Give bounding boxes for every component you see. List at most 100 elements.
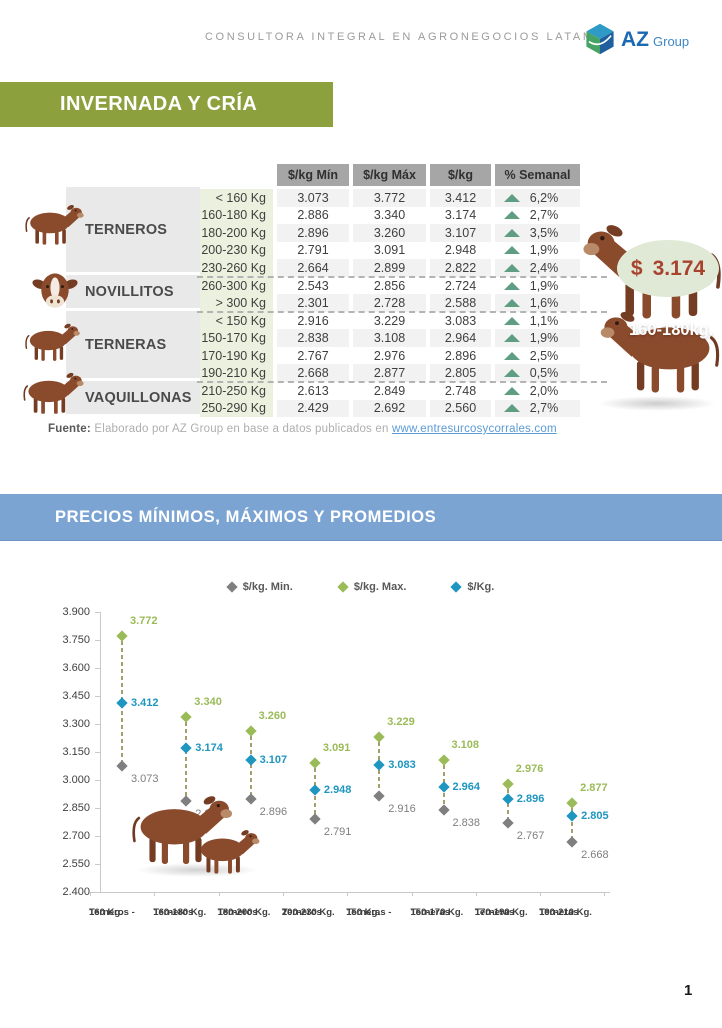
legend-label: $/kg. Max. bbox=[353, 581, 407, 593]
avg-point-marker bbox=[437, 781, 450, 793]
max-value-label: 3.229 bbox=[387, 716, 415, 729]
max-point-marker bbox=[116, 630, 128, 642]
legend-item: $/kg. Min. bbox=[226, 581, 293, 593]
x-axis-tick bbox=[475, 892, 477, 896]
weekly-change-value: 1,9% bbox=[529, 331, 559, 346]
min-price-cell: 2.896 bbox=[277, 224, 349, 242]
trend-up-icon bbox=[504, 246, 520, 255]
weight-range-cell: < 150 Kg bbox=[200, 311, 273, 330]
category-novillitos: NOVILLITOS bbox=[66, 275, 200, 308]
price-table-body: < 160 Kg 3.073 3.772 3.412 6,2% 160-180 Kg 2.8… bbox=[200, 189, 580, 418]
heifer-icon bbox=[23, 371, 85, 415]
chart-calf-image bbox=[195, 828, 261, 875]
category-label: TERNEROS bbox=[85, 221, 168, 238]
weight-range-cell: 190-210 Kg bbox=[200, 364, 273, 383]
min-value-label: 2.916 bbox=[388, 802, 416, 815]
weekly-change-cell: 1,1% bbox=[495, 312, 580, 330]
min-point-marker bbox=[502, 817, 514, 830]
weight-range-cell: 200-230 Kg bbox=[200, 241, 273, 260]
y-axis-tick bbox=[95, 612, 100, 613]
x-axis-tick bbox=[218, 892, 220, 896]
x-axis-tick bbox=[90, 892, 91, 896]
avg-price-cell: 2.822 bbox=[430, 259, 491, 277]
y-axis-tick bbox=[95, 780, 100, 781]
x-axis-tick bbox=[154, 892, 156, 896]
y-axis-tick-label: 3.150 bbox=[62, 746, 90, 758]
avg-price-cell: 2.896 bbox=[444, 348, 477, 363]
min-point-marker bbox=[244, 793, 257, 806]
trend-up-icon bbox=[504, 299, 520, 308]
legend-diamond-icon bbox=[450, 581, 463, 593]
avg-point-marker bbox=[244, 754, 257, 766]
legend-label: $/kg. Min. bbox=[242, 581, 293, 593]
min-price-cell: 3.073 bbox=[277, 189, 349, 207]
section2-title: PRECIOS MÍNIMOS, MÁXIMOS Y PROMEDIOS bbox=[55, 507, 437, 526]
az-group-logo: AZ Group bbox=[583, 22, 689, 56]
max-point-marker bbox=[180, 710, 192, 723]
logo-cube-icon bbox=[586, 23, 614, 55]
x-axis-tick bbox=[604, 892, 606, 896]
section-banner-precios: PRECIOS MÍNIMOS, MÁXIMOS Y PROMEDIOS bbox=[0, 494, 722, 541]
avg-price-cell: 2.560 bbox=[430, 399, 491, 418]
weekly-change-cell: 1,9% bbox=[495, 277, 580, 295]
max-price-cell: 2.899 bbox=[353, 259, 426, 277]
max-point-marker bbox=[502, 778, 514, 791]
currency-symbol: $ bbox=[630, 256, 643, 280]
y-axis-tick-label: 3.000 bbox=[62, 774, 90, 786]
source-prefix: Fuente: bbox=[48, 423, 91, 435]
header-avg: $/kg bbox=[430, 164, 491, 186]
weekly-change-value: 2,7% bbox=[529, 401, 559, 416]
x-axis-tick bbox=[411, 892, 413, 896]
logo-text-az: AZ bbox=[621, 27, 649, 51]
max-price-cell: 2.877 bbox=[353, 364, 426, 383]
page-number: 1 bbox=[684, 982, 693, 999]
source-link[interactable]: www.entresurcosycorrales.com bbox=[392, 423, 557, 435]
y-axis-tick bbox=[95, 836, 100, 837]
weekly-change-cell: 1,6% bbox=[495, 294, 580, 312]
min-price-cell: 2.916 bbox=[297, 313, 329, 328]
weekly-change-cell: 1,9% bbox=[495, 329, 580, 347]
min-price-cell: 2.838 bbox=[277, 329, 349, 347]
avg-value-label: 2.805 bbox=[581, 810, 609, 823]
max-value-label: 3.108 bbox=[451, 738, 480, 751]
y-axis-tick bbox=[95, 752, 100, 753]
max-price-cell: 3.772 bbox=[353, 189, 426, 207]
weekly-change-value: 6,2% bbox=[529, 190, 559, 205]
legend-diamond-icon bbox=[226, 581, 238, 593]
avg-price-cell: 3.412 bbox=[430, 189, 491, 207]
weekly-change-cell: 3,5% bbox=[495, 224, 580, 242]
avg-point-marker bbox=[566, 810, 578, 823]
max-value-label: 3.772 bbox=[130, 614, 158, 627]
cow-shadow bbox=[598, 396, 716, 411]
y-axis-tick bbox=[95, 640, 100, 641]
y-axis-tick-label: 3.900 bbox=[62, 606, 90, 618]
weight-range-cell: 230-260 Kg bbox=[200, 259, 273, 277]
weight-range-cell: 210-250 Kg bbox=[200, 382, 273, 400]
avg-point-marker bbox=[180, 741, 192, 754]
avg-value-label: 3.107 bbox=[259, 754, 288, 767]
avg-value-label: 2.948 bbox=[323, 783, 352, 796]
logo-text-group: Group bbox=[653, 34, 690, 49]
price-table-header: $/kg Mín $/kg Máx $/kg % Semanal bbox=[200, 164, 580, 186]
x-axis-tick bbox=[540, 892, 542, 896]
source-line: Fuente: Elaborado por AZ Group en base a… bbox=[48, 423, 557, 435]
weight-range-cell: 260-300 Kg bbox=[200, 276, 273, 295]
avg-price-cell: 2.588 bbox=[430, 294, 491, 312]
max-price-cell: 3.091 bbox=[373, 243, 406, 258]
min-point-marker bbox=[116, 760, 128, 773]
header-spacer bbox=[200, 164, 273, 186]
trend-up-icon bbox=[504, 228, 520, 237]
min-value-label: 2.767 bbox=[516, 830, 545, 843]
avg-price-cell: 3.107 bbox=[430, 224, 491, 242]
y-axis-line bbox=[100, 612, 101, 892]
min-price-cell: 2.791 bbox=[297, 243, 329, 258]
avg-value-label: 2.964 bbox=[452, 780, 481, 793]
avg-value-label: 3.083 bbox=[388, 758, 416, 771]
company-tagline: CONSULTORA INTEGRAL EN AGRONEGOCIOS LATA… bbox=[205, 31, 595, 43]
min-price-cell: 2.543 bbox=[297, 278, 329, 293]
y-axis-tick bbox=[95, 668, 100, 669]
avg-point-marker bbox=[116, 697, 128, 709]
heifer-calf-icon bbox=[25, 322, 81, 362]
min-price-cell: 2.886 bbox=[297, 208, 329, 223]
min-price-cell: 2.664 bbox=[277, 259, 349, 277]
